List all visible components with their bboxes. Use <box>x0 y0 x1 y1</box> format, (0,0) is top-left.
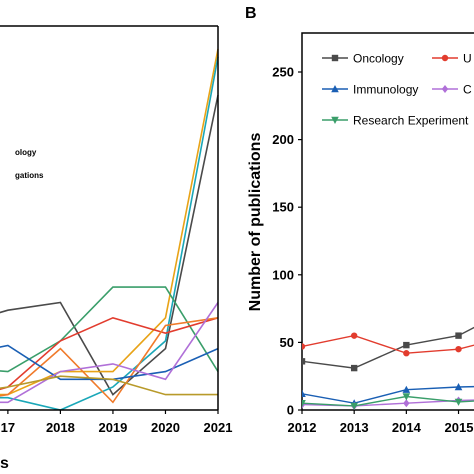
panel-a-legend-fragment-1: ology <box>15 148 37 157</box>
panel-b-y-tick-label: 50 <box>280 335 294 350</box>
panel-b-y-tick-label: 0 <box>287 403 294 418</box>
panel-b-y-axis-title: Number of publications <box>247 133 264 312</box>
panel-b-series-line-1 <box>302 326 474 369</box>
panel-b-point <box>455 345 462 353</box>
panel-b-letter: B <box>245 5 257 22</box>
panel-b-point <box>350 332 358 339</box>
panel-b-chart: B 0 50 100 150 200 250 2012 2013 2014 2015 Numbe… <box>245 5 474 435</box>
panel-b-point <box>350 364 358 372</box>
panel-b-x-tick-label: 2012 <box>288 420 317 435</box>
panel-a-series-line-3 <box>0 56 219 411</box>
legend-marker <box>441 85 449 93</box>
panel-b-series-lines <box>302 326 474 410</box>
panel-a-series-line-4 <box>0 286 219 373</box>
panel-b-point <box>402 393 411 401</box>
panel-b-y-tick-label: 250 <box>272 65 294 80</box>
panel-b-point <box>454 398 463 406</box>
legend-marker <box>331 54 339 62</box>
panel-a-x-tick-label: 2021 <box>204 420 233 435</box>
panel-a-x-tick-label: 2018 <box>46 420 75 435</box>
panel-a-series-line-6 <box>0 317 219 404</box>
panel-a-bottom-fragment: s <box>0 455 9 472</box>
legend-label: Oncology <box>353 52 404 66</box>
panel-b-point <box>403 341 410 349</box>
panel-a-x-tick-label: 2019 <box>98 420 127 435</box>
panel-a-x-ticks: 17 2018 2019 2020 2021 <box>1 410 233 435</box>
panel-b-point <box>302 358 306 365</box>
panel-b-point <box>302 400 306 408</box>
panel-b-x-ticks: 2012 2013 2014 2015 <box>288 410 474 435</box>
legend-marker <box>441 54 449 62</box>
panel-a-series-line-9 <box>0 375 218 396</box>
panel-b-x-tick-label: 2014 <box>392 420 422 435</box>
panel-b-y-ticks: 0 50 100 150 200 250 <box>272 65 302 418</box>
panel-b-series-line-2 <box>302 334 474 354</box>
panel-a-series-line-8 <box>0 302 219 404</box>
panel-b-legend: Oncology U Immunology C Research Experiment <box>322 52 472 128</box>
legend-marker <box>331 116 339 124</box>
panel-b-x-tick-label: 2013 <box>340 420 369 435</box>
panel-b-point <box>455 332 462 339</box>
legend-label: U <box>463 52 472 66</box>
panel-a-series-lines <box>0 48 219 411</box>
panel-b-point <box>454 383 463 391</box>
panel-b-x-tick-label: 2015 <box>445 420 474 435</box>
panel-a-legend-fragment-2: gations <box>15 171 44 180</box>
panel-b-point <box>403 350 410 357</box>
legend-label: Research Experiment <box>353 114 469 128</box>
panel-a-x-tick-label: 2020 <box>151 420 180 435</box>
panel-b-y-tick-label: 100 <box>272 267 294 282</box>
panel-b-y-tick-label: 200 <box>272 132 294 147</box>
panel-a-x-tick-label: 17 <box>1 420 15 435</box>
panel-a-series-line-5 <box>0 316 219 391</box>
legend-label: C <box>463 83 472 97</box>
panel-b-point <box>302 343 306 350</box>
legend-label: Immunology <box>353 83 418 97</box>
panel-a-series-line-1 <box>0 94 219 396</box>
panel-b-point <box>403 399 410 408</box>
panel-b-point <box>350 402 358 410</box>
panel-b-plot-frame <box>301 32 474 411</box>
panel-b-y-tick-label: 150 <box>272 200 294 215</box>
legend-marker <box>331 85 339 93</box>
panel-b-point <box>302 389 306 397</box>
panel-a-series-line-2 <box>0 48 219 396</box>
panel-a-chart: 17 2018 2019 2020 2021 ology gations s <box>0 25 233 472</box>
panel-b-point <box>402 385 411 393</box>
